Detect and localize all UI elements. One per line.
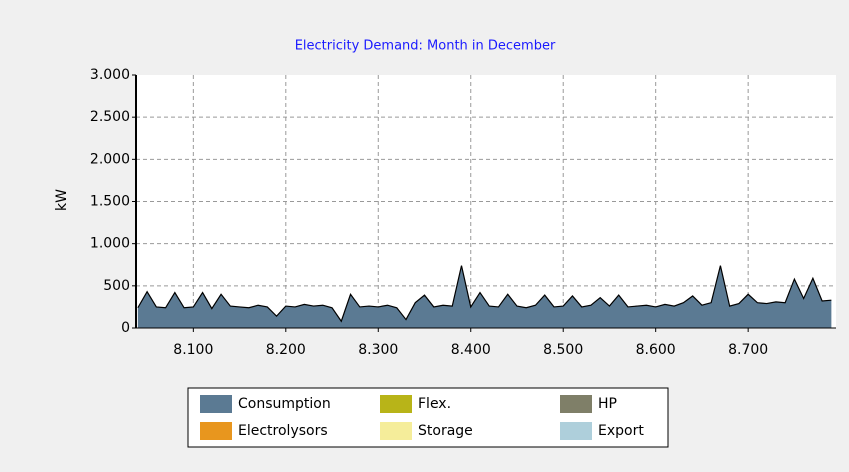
legend-label: HP [598, 396, 617, 412]
y-tick-label: 2.500 [90, 109, 130, 125]
y-tick-label: 500 [103, 278, 130, 294]
x-tick-label: 8.500 [543, 342, 583, 358]
y-axis-label: kW [54, 189, 70, 211]
legend-label: Flex. [418, 396, 451, 412]
x-tick-label: 8.700 [728, 342, 768, 358]
x-tick-label: 8.600 [636, 342, 676, 358]
y-tick-label: 0 [121, 320, 130, 336]
area [137, 265, 832, 328]
legend-swatch [380, 395, 412, 413]
legend-label: Export [598, 423, 644, 439]
x-tick-label: 8.200 [266, 342, 306, 358]
y-tick-label: 1.500 [90, 194, 130, 210]
legend-swatch [560, 395, 592, 413]
y-tick-label: 2.000 [90, 151, 130, 167]
y-tick-label: 3.000 [90, 67, 130, 83]
legend-swatch [560, 422, 592, 440]
legend-label: Storage [418, 423, 473, 439]
line [137, 265, 832, 323]
legend-label: Consumption [238, 396, 331, 412]
y-tick-label: 1.000 [90, 236, 130, 252]
x-tick-label: 8.400 [451, 342, 491, 358]
legend-swatch [200, 422, 232, 440]
chart-title: Electricity Demand: Month in December [295, 39, 556, 54]
x-tick-label: 8.100 [173, 342, 213, 358]
x-tick-label: 8.300 [358, 342, 398, 358]
legend-swatch [380, 422, 412, 440]
legend-swatch [200, 395, 232, 413]
legend-label: Electrolysors [238, 423, 328, 439]
